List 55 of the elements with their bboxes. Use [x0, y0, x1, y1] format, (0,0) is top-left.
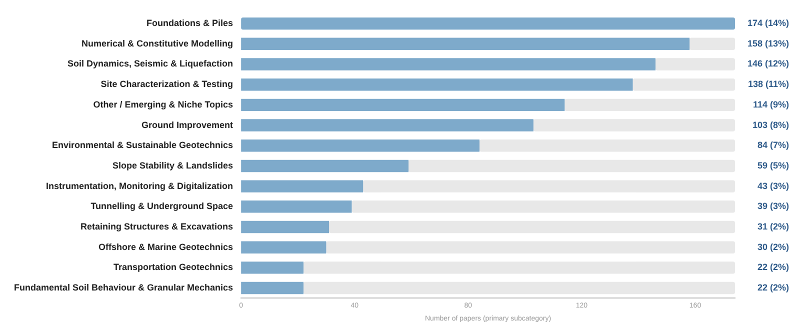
data-label: 30 (2%) — [757, 242, 789, 252]
bar — [241, 200, 352, 213]
data-label: 31 (2%) — [757, 221, 789, 232]
y-tick-label: Transportation Geotechnics — [114, 262, 234, 272]
bar — [533, 119, 735, 132]
y-tick-label: Ground Improvement — [142, 120, 234, 130]
data-label: 174 (14%) — [747, 18, 789, 28]
data-label: 22 (2%) — [757, 262, 789, 272]
y-tick-label: Other / Emerging & Niche Topics — [93, 99, 234, 110]
data-label: 43 (3%) — [757, 180, 789, 191]
y-tick-label: Instrumentation, Monitoring & Digitalization — [46, 180, 234, 191]
y-tick-label: Tunnelling & Underground Space — [90, 201, 234, 212]
y-tick-label: Fundamental Soil Behaviour & Granular Mechanics — [14, 282, 234, 293]
data-label: 138 (11%) — [748, 79, 789, 90]
bar — [241, 17, 735, 30]
y-tick-label: Slope Stability & Landslides — [112, 160, 234, 170]
data-label: 84 (7%) — [757, 140, 789, 150]
bar — [304, 282, 735, 294]
data-label: 114 (9%) — [752, 99, 789, 110]
data-label: 59 (5%) — [757, 160, 789, 170]
bar — [241, 98, 565, 112]
bar — [326, 241, 735, 254]
y-tick-label: Soil Dynamics, Seismic & Liquefaction — [68, 58, 234, 69]
bar — [632, 78, 735, 91]
data-label: 39 (3%) — [757, 201, 789, 212]
bar — [241, 78, 633, 91]
bar — [564, 98, 735, 112]
bar — [241, 140, 480, 152]
bar — [241, 262, 304, 274]
bar — [304, 262, 735, 274]
y-tick-label: Numerical & Constitutive Modelling — [82, 38, 234, 48]
data-label: 22 (2%) — [757, 282, 789, 293]
bar — [241, 220, 330, 234]
bar — [656, 58, 735, 70]
data-label: 103 (8%) — [752, 120, 789, 130]
y-tick-label: Site Characterization & Testing — [100, 79, 234, 90]
data-label: 158 (13%) — [747, 38, 789, 48]
bar — [480, 140, 735, 152]
bar — [241, 160, 409, 172]
bar — [241, 38, 690, 50]
bar — [241, 282, 304, 294]
bar — [241, 119, 534, 132]
y-tick-label: Environmental & Sustainable Geotechnics — [52, 140, 234, 150]
bar — [690, 38, 735, 50]
bar — [241, 58, 656, 70]
bar — [408, 160, 735, 172]
bar — [352, 200, 735, 213]
bar — [363, 180, 735, 192]
bar — [241, 241, 326, 254]
y-tick-label: Retaining Structures & Excavations — [80, 221, 234, 232]
bar — [329, 220, 735, 234]
y-tick-label: Offshore & Marine Geotechnics — [98, 242, 234, 252]
y-tick-label: Foundations & Piles — [146, 18, 234, 28]
data-label: 146 (12%) — [747, 58, 789, 69]
bar — [241, 180, 364, 192]
